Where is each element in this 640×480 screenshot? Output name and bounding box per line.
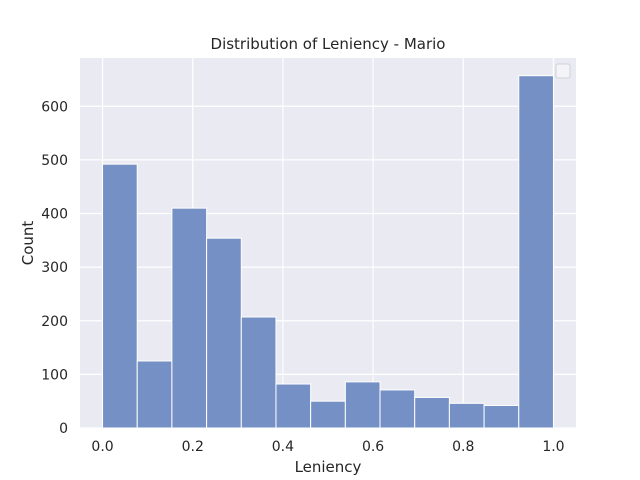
x-tick-label: 0.0 <box>91 439 113 455</box>
histogram-bar <box>171 207 208 429</box>
x-tick-labels: 0.0 0.2 0.4 0.6 0.8 1.0 <box>91 439 564 455</box>
bars <box>102 75 554 429</box>
histogram-bar <box>240 316 277 429</box>
histogram-bar <box>310 400 346 429</box>
histogram-bar <box>344 381 381 429</box>
histogram-bar <box>414 396 450 429</box>
x-tick-label: 0.2 <box>182 439 204 455</box>
x-tick-label: 0.8 <box>452 439 474 455</box>
histogram-bar <box>448 402 485 429</box>
x-tick-label: 0.6 <box>362 439 384 455</box>
histogram-bar <box>102 163 138 429</box>
histogram-bar <box>136 360 173 429</box>
histogram-bar <box>483 404 520 429</box>
y-tick-label: 400 <box>41 207 68 223</box>
histogram-bar <box>206 237 242 429</box>
y-tick-label: 600 <box>41 99 68 115</box>
chart-title: Distribution of Leniency - Mario <box>211 35 446 53</box>
histogram-bar <box>518 75 554 429</box>
x-tick-label: 0.4 <box>272 439 294 455</box>
histogram-bar <box>275 383 312 429</box>
histogram-bar <box>379 389 416 429</box>
y-tick-label: 500 <box>41 153 68 169</box>
x-axis-title: Leniency <box>295 458 362 476</box>
y-tick-label: 0 <box>59 421 68 437</box>
y-tick-label: 200 <box>41 314 68 330</box>
y-tick-label: 300 <box>41 260 68 276</box>
legend-box <box>555 63 571 79</box>
x-tick-label: 1.0 <box>542 439 564 455</box>
y-axis-title: Count <box>19 221 37 266</box>
y-tick-labels: 0 100 200 300 400 500 600 <box>41 99 68 437</box>
y-tick-label: 100 <box>41 367 68 383</box>
